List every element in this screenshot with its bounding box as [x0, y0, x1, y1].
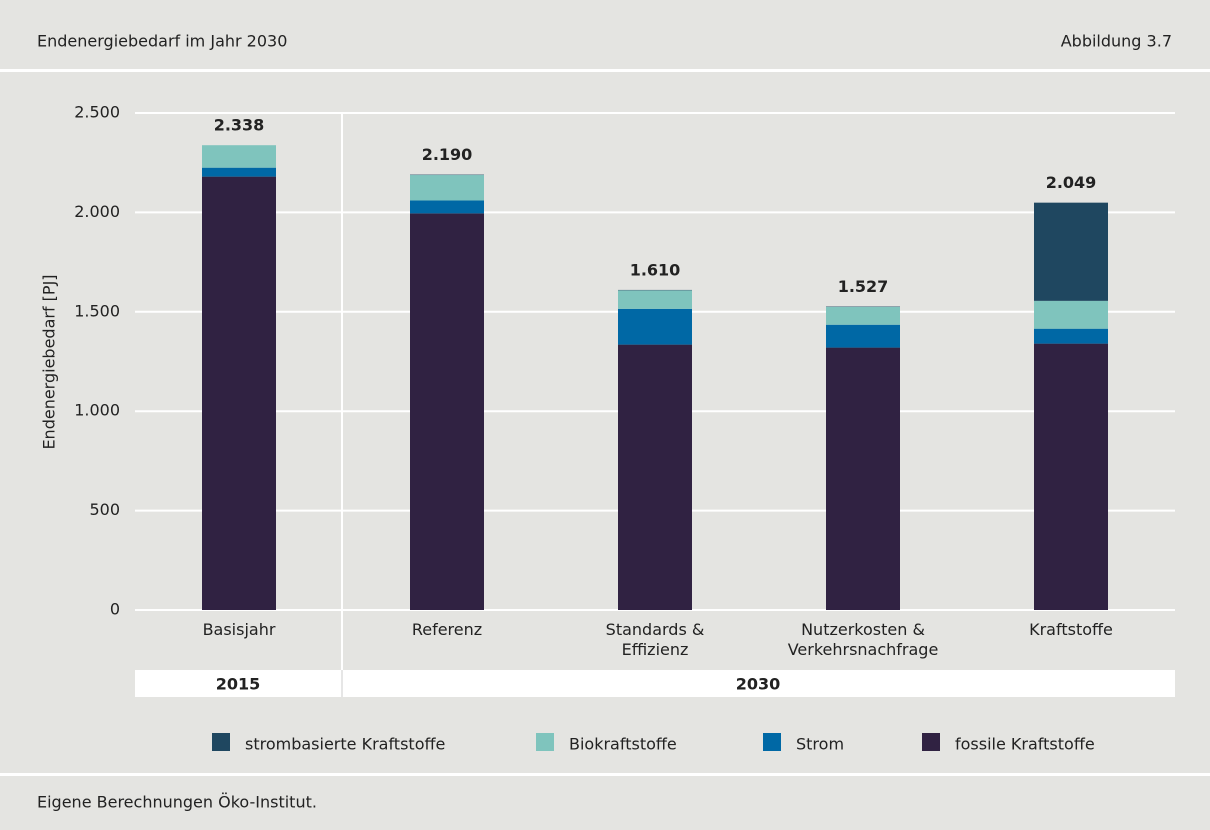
legend-label: Strom	[796, 735, 844, 754]
bar-segment	[202, 145, 276, 168]
figure-number: Abbildung 3.7	[1061, 32, 1172, 51]
y-tick-label: 0	[110, 600, 120, 619]
bar-segment	[410, 175, 484, 201]
bar-segment	[826, 347, 900, 610]
divider	[0, 69, 1210, 72]
y-tick-label: 1.000	[74, 401, 120, 420]
x-tick-label: Kraftstoffe	[1029, 620, 1113, 639]
bar-segment	[826, 324, 900, 348]
bar-segment	[618, 344, 692, 610]
group-label: 2030	[736, 675, 781, 694]
group-label: 2015	[216, 675, 261, 694]
y-tick-label: 2.500	[74, 103, 120, 122]
bar-segment	[618, 290, 692, 309]
x-tick-label: Referenz	[411, 620, 483, 639]
x-tick-label: Basisjahr	[202, 620, 276, 639]
total-label: 2.190	[422, 145, 473, 164]
total-label: 1.527	[838, 277, 889, 296]
group-row	[135, 670, 1175, 697]
y-tick-label: 2.000	[74, 202, 120, 221]
bar-segment	[410, 213, 484, 611]
x-tick-label: Standards & Effizienz	[605, 620, 705, 659]
y-tick-label: 1.500	[74, 301, 120, 320]
bar-segment	[1034, 300, 1108, 329]
legend-swatch	[763, 733, 781, 751]
legend-swatch	[922, 733, 940, 751]
header-title: Endenergiebedarf im Jahr 2030	[37, 32, 287, 51]
y-axis-label: Endenergiebedarf [PJ]	[40, 274, 59, 449]
legend-swatch	[212, 733, 230, 751]
total-label: 2.049	[1046, 173, 1097, 192]
legend-label: fossile Kraftstoffe	[955, 735, 1095, 754]
bar-segment	[202, 176, 276, 610]
bar-segment	[826, 306, 900, 325]
bar-segment	[618, 308, 692, 345]
bar-segment	[202, 167, 276, 177]
bar-segment	[1034, 328, 1108, 344]
total-label: 1.610	[630, 260, 681, 279]
bar-segment	[410, 200, 484, 214]
y-tick-label: 500	[89, 500, 120, 519]
bar-segment	[1034, 202, 1108, 301]
total-label: 2.338	[214, 116, 265, 135]
legend-label: Biokraftstoffe	[569, 735, 677, 754]
bar-segment	[1034, 343, 1108, 610]
legend-label: strombasierte Kraftstoffe	[245, 735, 445, 754]
source-note: Eigene Berechnungen Öko-Institut.	[37, 793, 317, 812]
x-tick-label: Nutzerkosten & Verkehrsnachfrage	[787, 620, 939, 659]
legend-swatch	[536, 733, 554, 751]
divider	[0, 773, 1210, 776]
